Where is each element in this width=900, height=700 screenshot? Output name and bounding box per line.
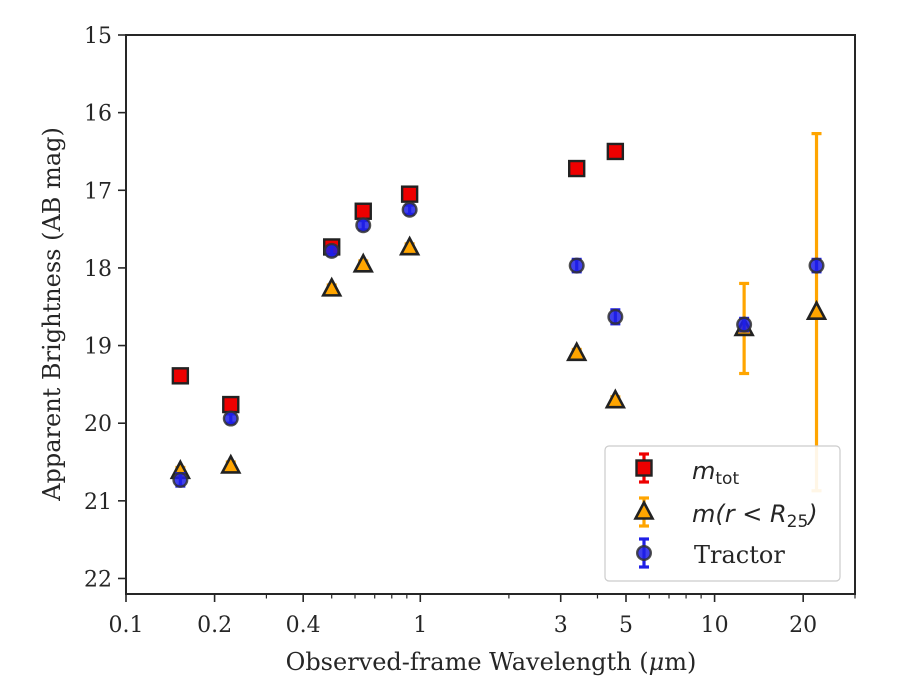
x-tick-label-7: 20 (789, 613, 817, 638)
x-tick-label-1: 0.2 (197, 613, 232, 638)
legend-label-mr25-main: m(r < R (692, 500, 787, 528)
legend-label-mr25: m(r < R25) (692, 500, 818, 532)
legend-frame (604, 445, 841, 582)
y-tick-label-6: 21 (84, 490, 112, 515)
x-tick-label-4: 3 (554, 613, 568, 638)
legend-marker-tractor (636, 537, 653, 569)
series-mtot (171, 142, 625, 414)
y-tick-label-0: 15 (84, 24, 112, 49)
x-tick-label-2: 0.4 (286, 613, 321, 638)
y-tick-label-7: 22 (84, 567, 112, 592)
mr25-point-3 (352, 252, 374, 273)
tractor-point-3 (355, 217, 372, 234)
legend: mtot m(r < R25) Tractor (604, 445, 841, 582)
legend-mr25-symbol (633, 499, 655, 520)
tractor-point-5 (568, 257, 585, 274)
x-tick-label-3: 1 (413, 613, 427, 638)
mr25-point-6 (604, 388, 627, 409)
x-tick-label-0: 0.1 (109, 613, 144, 638)
x-axis-label-prefix: Observed-frame Wavelength ( (286, 648, 649, 676)
tractor-point-7 (736, 316, 753, 333)
legend-label-mtot-sub: tot (715, 469, 739, 489)
x-axis-label-suffix: m) (664, 648, 696, 676)
legend-tractor-symbol (636, 545, 653, 562)
y-axis-label: Apparent Brightness (AB mag) (38, 127, 66, 502)
legend-marker-mtot (635, 452, 653, 484)
mtot-point-0 (171, 367, 190, 385)
mtot-point-6 (606, 142, 625, 161)
tractor-point-6 (607, 308, 624, 325)
tractor-point-4 (401, 201, 418, 218)
x-tick-label-6: 10 (701, 613, 729, 638)
mr25-point-2 (321, 276, 343, 297)
legend-label-mtot-main: m (692, 457, 715, 485)
y-tick-label-4: 19 (84, 335, 112, 360)
y-tick-label-1: 16 (84, 102, 112, 127)
tractor-point-0 (172, 471, 189, 488)
plot-area (169, 132, 828, 493)
tractor-point-2 (323, 242, 340, 259)
legend-label-tractor: Tractor (694, 541, 785, 569)
mtot-point-3 (354, 202, 372, 220)
legend-mtot-symbol (635, 459, 653, 477)
mtot-point-4 (400, 185, 419, 203)
mr25-point-8 (805, 299, 828, 320)
legend-label-mtot: mtot (692, 457, 739, 489)
axes-frame (125, 34, 856, 595)
mtot-point-5 (568, 159, 586, 178)
x-axis-label: Observed-frame Wavelength (μm) (286, 648, 697, 676)
series-tractor (172, 201, 825, 488)
x-tick-label-5: 5 (619, 613, 633, 638)
y-tick-label-2: 17 (84, 179, 112, 204)
legend-marker-mr25 (633, 496, 655, 528)
tractor-point-1 (222, 410, 239, 427)
x-axis-label-mu: μ (649, 648, 665, 676)
mr25-point-4 (398, 235, 421, 256)
mtot-point-1 (222, 395, 240, 414)
y-tick-label-5: 20 (84, 412, 112, 437)
mr25-point-5 (566, 341, 588, 362)
legend-label-mr25-end: ) (806, 500, 817, 528)
tractor-point-8 (808, 257, 825, 274)
y-tick-label-3: 18 (84, 257, 112, 282)
axis-ticks: 0.1 0.2 0.4 1 3 5 10 20 15 16 17 18 19 20 21 22 (84, 24, 856, 638)
legend-label-mr25-sub: 25 (787, 512, 809, 532)
mr25-point-1 (220, 453, 242, 474)
